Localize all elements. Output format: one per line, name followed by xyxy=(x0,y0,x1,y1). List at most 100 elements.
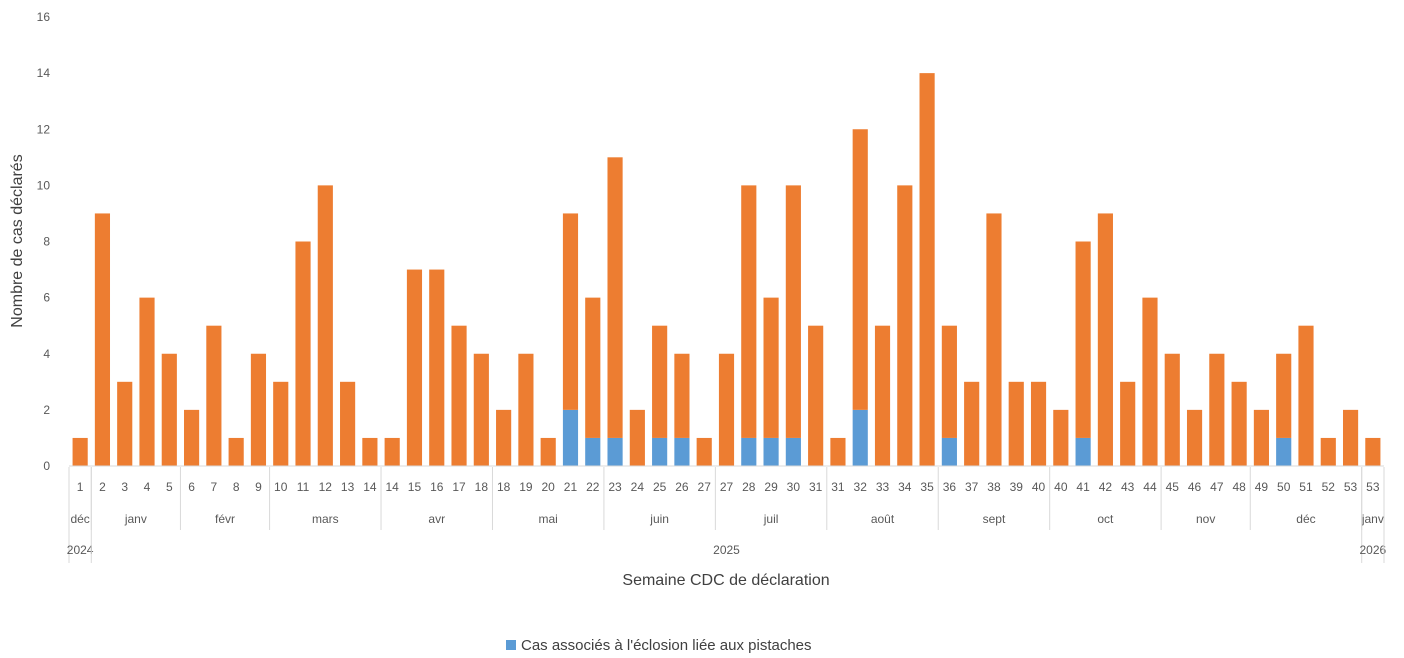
bar-segment-other xyxy=(429,269,445,466)
x-tick-label: 16 xyxy=(430,480,444,494)
bar-segment-outbreak xyxy=(785,437,801,466)
bar-segment-other xyxy=(184,409,200,466)
x-tick-label: 12 xyxy=(319,480,333,494)
bar-segment-other xyxy=(1298,325,1314,466)
bar-segment-other xyxy=(897,185,913,466)
legend-label-outbreak: Cas associés à l'éclosion liée aux pista… xyxy=(521,637,812,654)
bar-segment-other xyxy=(228,437,244,466)
bar-segment-other xyxy=(1253,409,1269,466)
x-tick-label: 30 xyxy=(787,480,801,494)
bar-segment-outbreak xyxy=(1276,437,1292,466)
bar-segment-other xyxy=(1120,381,1136,466)
x-tick-label: 20 xyxy=(542,480,556,494)
bar-segment-other xyxy=(139,297,155,466)
x-tick-label: 26 xyxy=(675,480,689,494)
bar-segment-other xyxy=(941,325,957,438)
x-tick-label: 36 xyxy=(943,480,957,494)
x-tick-label: 21 xyxy=(564,480,578,494)
x-tick-label: 11 xyxy=(297,480,310,494)
x-year-label: 2026 xyxy=(1360,543,1387,557)
x-tick-label: 53 xyxy=(1344,480,1358,494)
x-axis-week-labels: 1 2 3 4 5 6 7 8 9 10 11 12 13 14 14 15 16 17 18 18 19 20 21 22 2… xyxy=(77,480,1380,494)
y-axis-title: Nombre de cas déclarés xyxy=(9,154,26,327)
x-tick-label: 25 xyxy=(653,480,667,494)
x-tick-label: 27 xyxy=(720,480,734,494)
y-tick-label: 6 xyxy=(43,291,50,305)
x-month-label: nov xyxy=(1196,512,1215,526)
bar-segment-outbreak xyxy=(652,437,668,466)
bar-segment-other xyxy=(1053,409,1069,466)
bar-segment-other xyxy=(1231,381,1247,466)
bar-segment-other xyxy=(674,353,690,438)
bar-segment-other xyxy=(384,437,400,466)
x-tick-label: 14 xyxy=(363,480,377,494)
bar-segment-other xyxy=(607,157,623,438)
x-axis-title: Semaine CDC de déclaration xyxy=(622,572,829,589)
bar-segment-other xyxy=(406,269,423,466)
y-axis-ticks: 0 2 4 6 8 10 12 14 16 xyxy=(37,10,51,473)
bar-segment-other xyxy=(273,381,289,466)
x-tick-label: 44 xyxy=(1143,480,1157,494)
x-axis-month-labels: déc janv févr mars avr mai juin juil août sept oct… xyxy=(68,467,1385,530)
bar-segment-other xyxy=(763,297,779,438)
x-tick-label: 15 xyxy=(408,480,422,494)
bar-segment-other xyxy=(518,353,534,466)
x-tick-label: 18 xyxy=(497,480,511,494)
bar-segment-outbreak xyxy=(941,437,957,466)
bar-segment-other xyxy=(295,241,311,466)
x-tick-label: 22 xyxy=(586,480,600,494)
x-month-label: sept xyxy=(983,512,1006,526)
x-tick-label: 46 xyxy=(1188,480,1202,494)
x-tick-label: 28 xyxy=(742,480,756,494)
y-tick-label: 14 xyxy=(37,66,51,80)
x-tick-label: 41 xyxy=(1076,480,1090,494)
bar-segment-outbreak xyxy=(763,437,779,466)
x-month-label: janv xyxy=(124,512,147,526)
x-tick-label: 10 xyxy=(274,480,288,494)
x-tick-label: 31 xyxy=(809,480,823,494)
bar-segment-other xyxy=(874,325,891,466)
bar-segment-other xyxy=(1075,241,1091,438)
x-tick-label: 27 xyxy=(698,480,712,494)
x-tick-label: 33 xyxy=(876,480,890,494)
bar-segment-other xyxy=(496,409,512,466)
x-tick-label: 47 xyxy=(1210,480,1224,494)
x-tick-label: 17 xyxy=(452,480,466,494)
x-tick-label: 18 xyxy=(475,480,489,494)
bar-segment-other xyxy=(161,353,177,466)
bar-segment-other xyxy=(1342,409,1359,466)
x-tick-label: 34 xyxy=(898,480,912,494)
bar-segment-other xyxy=(362,437,378,466)
x-tick-label: 4 xyxy=(144,480,151,494)
bar-segment-other xyxy=(964,381,980,466)
bar-segment-other xyxy=(785,185,801,438)
bar-segment-other xyxy=(830,437,846,466)
x-tick-label: 8 xyxy=(233,480,240,494)
x-tick-label: 35 xyxy=(920,480,934,494)
bar-segment-outbreak xyxy=(741,437,757,466)
bar-segment-other xyxy=(317,185,333,466)
bar-segment-other xyxy=(1209,353,1225,466)
x-tick-label: 32 xyxy=(854,480,868,494)
bar-segment-other xyxy=(585,297,601,438)
x-tick-label: 6 xyxy=(188,480,195,494)
x-tick-label: 24 xyxy=(631,480,645,494)
legend-swatch-outbreak xyxy=(506,640,516,650)
bar-segment-other xyxy=(1097,213,1113,466)
x-tick-label: 39 xyxy=(1010,480,1024,494)
x-month-label: juil xyxy=(763,512,779,526)
bar-segment-other xyxy=(741,185,757,438)
x-tick-label: 48 xyxy=(1232,480,1246,494)
x-tick-label: 38 xyxy=(987,480,1001,494)
y-tick-label: 2 xyxy=(43,403,50,417)
x-tick-label: 19 xyxy=(519,480,533,494)
x-axis-year-labels: 2024 2025 2026 xyxy=(67,467,1387,563)
x-tick-label: 53 xyxy=(1366,480,1380,494)
x-year-label: 2024 xyxy=(67,543,94,557)
bar-segment-other xyxy=(1186,409,1203,466)
y-tick-label: 0 xyxy=(43,459,50,473)
x-tick-label: 45 xyxy=(1166,480,1180,494)
bar-segment-other xyxy=(808,325,824,466)
bar-segment-other xyxy=(696,437,712,466)
bar-segment-other xyxy=(1164,353,1180,466)
